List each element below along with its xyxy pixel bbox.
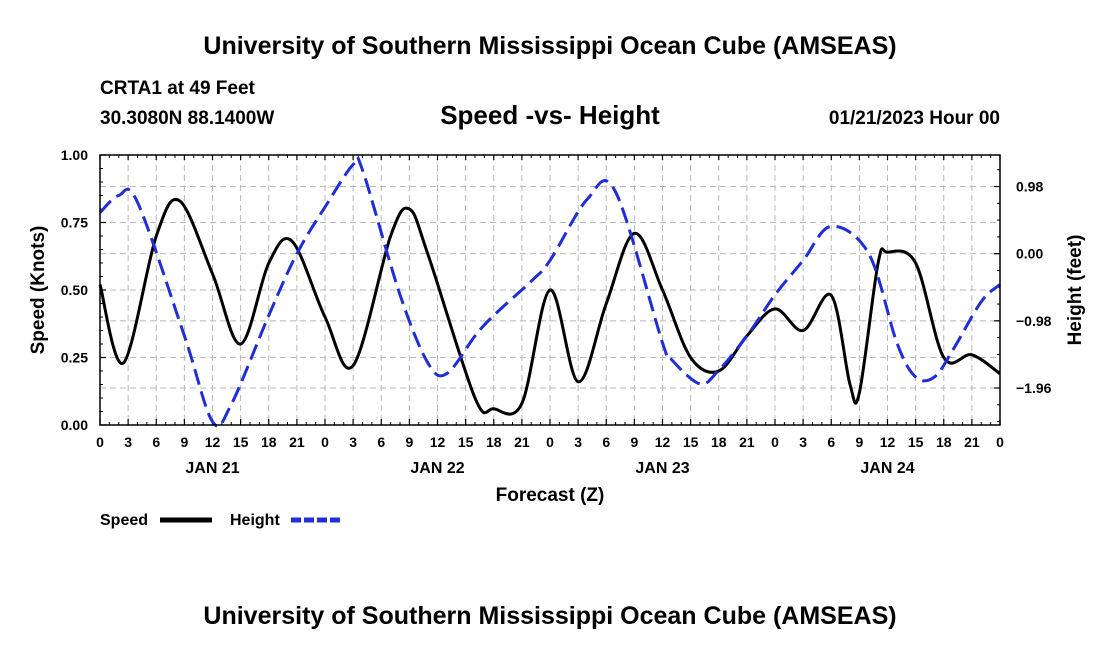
date-label: JAN 22 (410, 460, 464, 477)
y-axis-title: Speed (Knots) (28, 226, 49, 355)
y-tick-label: 1.00 (61, 147, 88, 163)
x-tick-label: 6 (152, 434, 160, 450)
x-tick-label: 9 (855, 434, 863, 450)
y-tick-label: 0.75 (61, 215, 88, 231)
series-line-speed (98, 198, 1001, 416)
y-tick-label: 0.50 (61, 282, 88, 298)
coords-label: 30.3080N 88.1400W (100, 108, 274, 129)
x-tick-label: 9 (630, 434, 638, 450)
series-line-height (98, 155, 1002, 428)
y2-tick-label: −0.98 (1016, 313, 1052, 329)
x-tick-label: 18 (261, 434, 277, 450)
x-tick-label: 18 (936, 434, 952, 450)
x-tick-label: 0 (546, 434, 554, 450)
x-tick-label: 15 (908, 434, 924, 450)
y2-axis-title: Height (feet) (1065, 235, 1086, 346)
x-tick-label: 12 (880, 434, 896, 450)
y2-tick-label: 0.98 (1016, 179, 1043, 195)
date-label: JAN 24 (860, 460, 914, 477)
y2-tick-label: 0.00 (1016, 246, 1043, 262)
x-tick-label: 15 (683, 434, 699, 450)
x-tick-label: 21 (289, 434, 305, 450)
date-hour-label: 01/21/2023 Hour 00 (829, 108, 1000, 129)
x-tick-label: 15 (458, 434, 474, 450)
y2-tick-label: −1.96 (1016, 380, 1052, 396)
x-tick-label: 3 (349, 434, 357, 450)
legend-height-label: Height (230, 512, 280, 529)
date-label: JAN 21 (185, 460, 239, 477)
legend-speed-label: Speed (100, 512, 148, 529)
x-axis-title: Forecast (Z) (496, 485, 605, 506)
x-tick-label: 0 (996, 434, 1004, 450)
x-tick-label: 12 (655, 434, 671, 450)
x-tick-label: 6 (602, 434, 610, 450)
x-tick-label: 9 (180, 434, 188, 450)
x-tick-label: 6 (377, 434, 385, 450)
x-tick-label: 6 (827, 434, 835, 450)
x-tick-label: 21 (964, 434, 980, 450)
x-tick-label: 3 (574, 434, 582, 450)
series-layer (98, 155, 1002, 428)
x-tick-label: 18 (711, 434, 727, 450)
x-tick-label: 21 (739, 434, 755, 450)
x-tick-label: 0 (771, 434, 779, 450)
y-tick-label: 0.25 (61, 350, 88, 366)
y-tick-label: 0.00 (61, 417, 88, 433)
station-label: CRTA1 at 49 Feet (100, 78, 256, 99)
page-title: University of Southern Mississippi Ocean… (203, 32, 896, 60)
x-tick-label: 0 (321, 434, 329, 450)
plot-frame (99, 154, 1001, 426)
x-tick-label: 12 (205, 434, 221, 450)
chart-title: Speed -vs- Height (440, 100, 660, 130)
date-label: JAN 23 (635, 460, 689, 477)
x-tick-label: 3 (799, 434, 807, 450)
x-tick-label: 9 (405, 434, 413, 450)
x-tick-label: 18 (486, 434, 502, 450)
x-tick-label: 0 (96, 434, 104, 450)
legend: Speed Height (100, 512, 343, 529)
x-tick-label: 12 (430, 434, 446, 450)
x-tick-label: 21 (514, 434, 530, 450)
x-tick-label: 15 (233, 434, 249, 450)
footer-title: University of Southern Mississippi Ocean… (203, 602, 896, 630)
axis-ticks: 0 3 6 9 12 15 18 21 0 3 6 9 12 15 18 21 0 3 6 9 12 15 18 21 0 3 6 9… (61, 147, 1052, 477)
x-tick-label: 3 (124, 434, 132, 450)
